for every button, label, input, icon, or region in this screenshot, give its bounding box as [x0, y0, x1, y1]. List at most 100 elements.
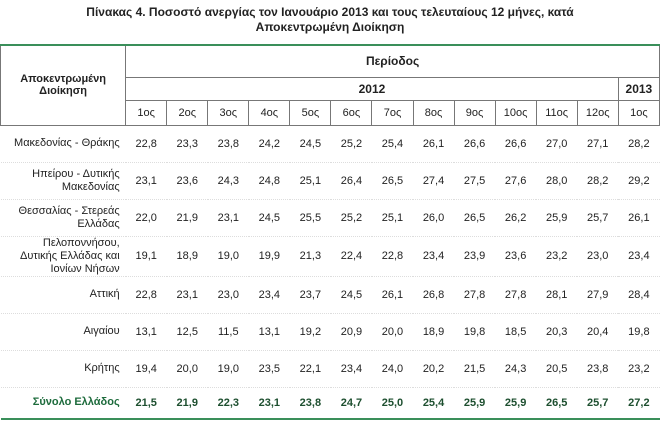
value-cell: 23,4	[413, 236, 455, 277]
value-cell: 21,5	[454, 350, 496, 388]
value-cell: 26,0	[413, 199, 455, 237]
value-cell: 28,0	[536, 162, 578, 200]
value-cell: 20,5	[536, 350, 578, 388]
value-cell: 22,1	[289, 350, 331, 388]
value-cell: 23,8	[577, 350, 619, 388]
value-cell: 21,5	[135, 396, 157, 409]
value-cell: 24,2	[248, 125, 290, 163]
value-cell: 13,1	[248, 313, 290, 351]
value-cell: 27,1	[577, 125, 619, 163]
value-cell: 25,1	[289, 162, 331, 200]
value-cell: 23,2	[618, 350, 660, 388]
table-row: Αττική 22,8 23,1 23,0 23,4 23,7 24,5 26,1 26,8 27…	[0, 276, 660, 314]
value-cell: 25,4	[371, 125, 413, 163]
value-cell: 19,1	[125, 236, 167, 277]
value-cell: 19,0	[207, 236, 249, 277]
table-row: Θεσσαλίας - Στερεάς Ελλάδας 22,0 21,9 23,1 2…	[0, 199, 660, 237]
value-cell: 25,0	[381, 396, 404, 409]
region-cell: Αττική	[0, 276, 126, 314]
value-cell: 19,0	[207, 350, 249, 388]
year-header: 2012	[125, 76, 619, 101]
value-cell: 21,3	[289, 236, 331, 277]
value-cell: 26,4	[330, 162, 372, 200]
month-header: 9ος	[453, 99, 496, 126]
period-header: Περίοδος	[125, 44, 660, 78]
value-cell: 25,9	[536, 199, 578, 237]
value-cell: 24,8	[248, 162, 290, 200]
value-cell: 26,2	[495, 199, 537, 237]
table-row: Σύνολο Ελλάδος 21,5 21,9 22,3 23,1 23,8 24,7 25…	[1, 387, 660, 419]
value-cell: 26,8	[413, 276, 455, 314]
value-cell: 28,1	[536, 276, 578, 314]
value-cell: 22,8	[125, 125, 167, 163]
value-cell: 26,5	[454, 199, 496, 237]
value-cell: 26,1	[413, 125, 455, 163]
value-cell: 11,5	[207, 313, 249, 351]
value-cell: 26,1	[371, 276, 413, 314]
value-cell: 21,9	[176, 396, 198, 409]
value-cell: 23,5	[248, 350, 290, 388]
value-cell: 13,1	[125, 313, 167, 351]
value-cell: 25,9	[463, 396, 486, 409]
value-cell: 20,3	[536, 313, 578, 351]
value-cell: 20,9	[330, 313, 372, 351]
value-cell: 21,9	[166, 199, 208, 237]
value-cell: 25,7	[587, 396, 609, 409]
year-header: 2013	[617, 76, 660, 101]
value-cell: 23,7	[289, 276, 331, 314]
value-cell: 22,8	[125, 276, 167, 314]
table-title: Πίνακας 4. Ποσοστό ανεργίας τον Ιανουάρι…	[86, 5, 574, 34]
value-cell: 23,0	[207, 276, 249, 314]
value-cell: 23,3	[166, 125, 208, 163]
value-cell: 28,2	[577, 162, 619, 200]
month-header: 6ος	[330, 99, 373, 126]
value-cell: 19,4	[125, 350, 167, 388]
value-cell: 25,2	[330, 199, 372, 237]
month-header: 1ος	[125, 99, 168, 126]
value-cell: 29,2	[618, 162, 660, 200]
value-cell: 25,2	[330, 125, 372, 163]
month-header: 1ος	[617, 99, 660, 126]
value-cell: 27,9	[577, 276, 619, 314]
value-cell: 27,8	[454, 276, 496, 314]
value-cell: 18,9	[413, 313, 455, 351]
value-cell: 19,8	[454, 313, 496, 351]
month-header: 8ος	[412, 99, 455, 126]
value-cell: 28,4	[618, 276, 660, 314]
value-cell: 23,1	[166, 276, 208, 314]
month-header: 10ος	[494, 99, 537, 126]
value-cell: 25,9	[504, 396, 527, 409]
value-cell: 18,5	[495, 313, 537, 351]
value-cell: 22,0	[125, 199, 167, 237]
value-cell: 23,0	[577, 236, 619, 277]
value-cell: 27,5	[454, 162, 496, 200]
value-cell: 22,8	[371, 236, 413, 277]
region-cell: Ηπείρου - Δυτικής Μακεδονίας	[0, 162, 126, 200]
value-cell: 24,3	[207, 162, 249, 200]
value-cell: 25,4	[422, 396, 445, 409]
value-cell: 26,6	[495, 125, 537, 163]
month-header: 11ος	[535, 99, 578, 126]
value-cell: 24,3	[495, 350, 537, 388]
value-cell: 23,6	[166, 162, 208, 200]
table-row: Κρήτης 19,4 20,0 19,0 23,5 22,1 23,4 24,0 20,2 21…	[0, 350, 660, 388]
value-cell: 23,4	[248, 276, 290, 314]
month-header: 7ος	[371, 99, 414, 126]
value-cell: 26,1	[618, 199, 660, 237]
table-row: Αιγαίου 13,1 12,5 11,5 13,1 19,2 20,9 20,0 18,9 1…	[0, 313, 660, 351]
value-cell: 24,7	[340, 396, 363, 409]
unemployment-table: Αποκεντρωμένη Διοίκηση Περίοδος 2012 201…	[0, 44, 660, 420]
value-cell: 19,2	[289, 313, 331, 351]
value-cell: 19,8	[618, 313, 660, 351]
value-cell: 23,1	[125, 162, 167, 200]
value-cell: 23,1	[258, 396, 281, 409]
value-cell: 23,1	[207, 199, 249, 237]
value-cell: 20,0	[371, 313, 413, 351]
value-cell: 26,6	[454, 125, 496, 163]
value-cell: 23,9	[454, 236, 496, 277]
month-header: 3ος	[207, 99, 250, 126]
value-cell: 24,5	[330, 276, 372, 314]
region-cell: Αιγαίου	[0, 313, 126, 351]
region-cell: Θεσσαλίας - Στερεάς Ελλάδας	[0, 199, 126, 237]
